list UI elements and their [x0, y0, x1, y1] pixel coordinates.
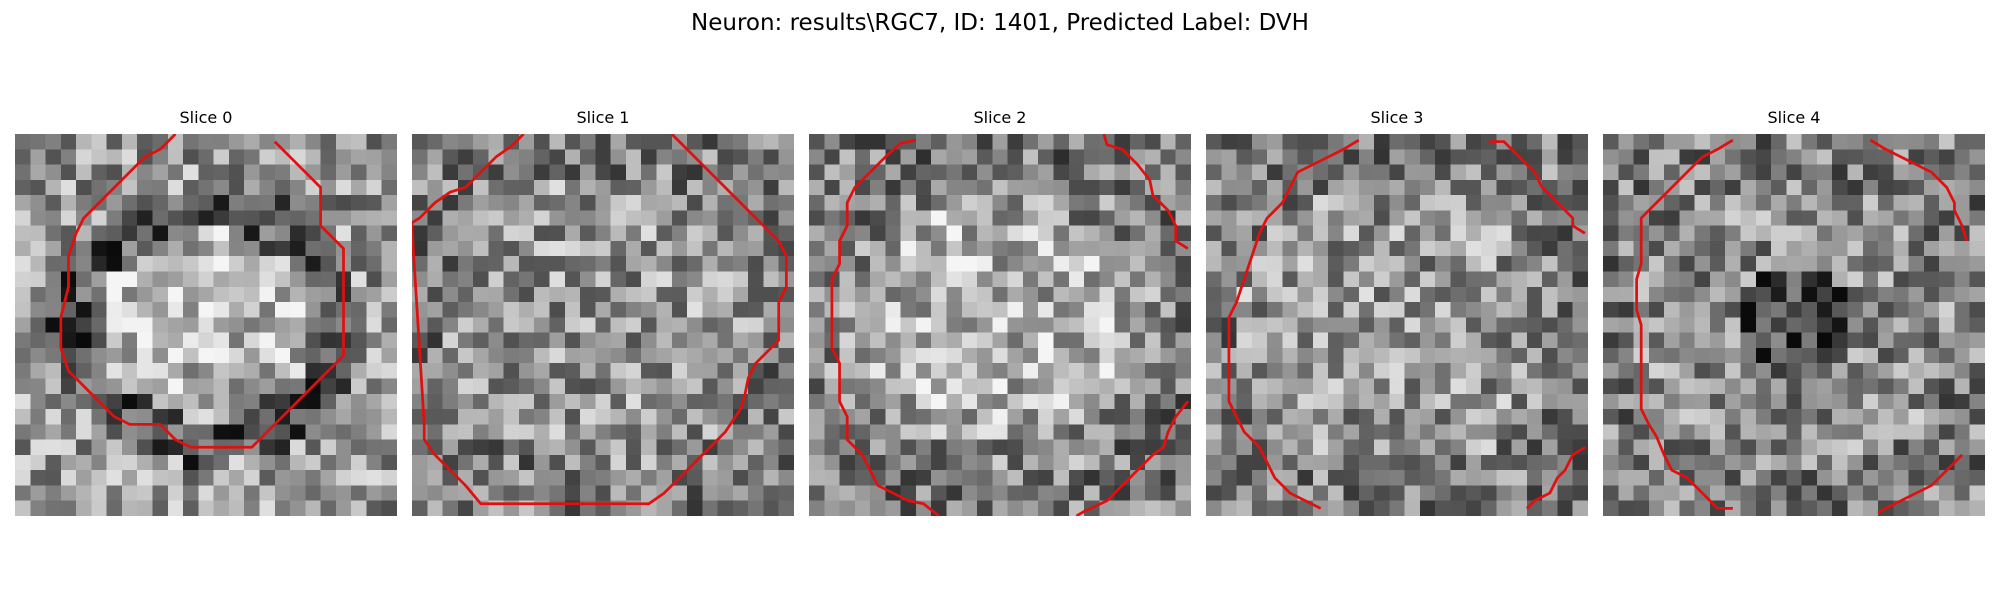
roi-contour-line — [1869, 138, 1968, 242]
roi-contour-line — [412, 134, 788, 506]
slice-panel-1: Slice 1 — [412, 108, 794, 516]
slice-image — [15, 134, 397, 516]
slice-panel-4: Slice 4 — [1603, 108, 1985, 516]
slice-title: Slice 3 — [1370, 108, 1424, 127]
pixel-grid — [1206, 134, 1588, 516]
figure-title: Neuron: results\RGC7, ID: 1401, Predicte… — [691, 10, 1309, 36]
slice-panel-2: Slice 2 — [809, 108, 1191, 516]
roi-contour-line — [59, 134, 345, 449]
roi-contour-line — [1877, 453, 1964, 515]
pixel-grid — [809, 134, 1191, 516]
slice-image — [412, 134, 794, 516]
slice-image — [1206, 134, 1588, 516]
slice-panel-3: Slice 3 — [1206, 108, 1588, 516]
roi-contour-line — [1635, 138, 1734, 510]
slice-title: Slice 0 — [179, 108, 233, 127]
slice-image — [809, 134, 1191, 516]
roi-contour-line — [1525, 446, 1586, 510]
roi-contour-line — [830, 138, 940, 516]
slice-panel-0: Slice 0 — [15, 108, 397, 516]
roi-contour-line — [1488, 140, 1586, 235]
slice-title: Slice 1 — [576, 108, 630, 127]
pixel-grid — [15, 134, 397, 516]
roi-contour-line — [1227, 138, 1360, 510]
pixel-grid — [412, 134, 794, 516]
roi-contour-line — [1102, 134, 1189, 250]
slice-title: Slice 2 — [973, 108, 1027, 127]
slice-image — [1603, 134, 1985, 516]
roi-contour-line — [1075, 400, 1190, 516]
slice-title: Slice 4 — [1767, 108, 1821, 127]
pixel-grid — [1603, 134, 1985, 516]
